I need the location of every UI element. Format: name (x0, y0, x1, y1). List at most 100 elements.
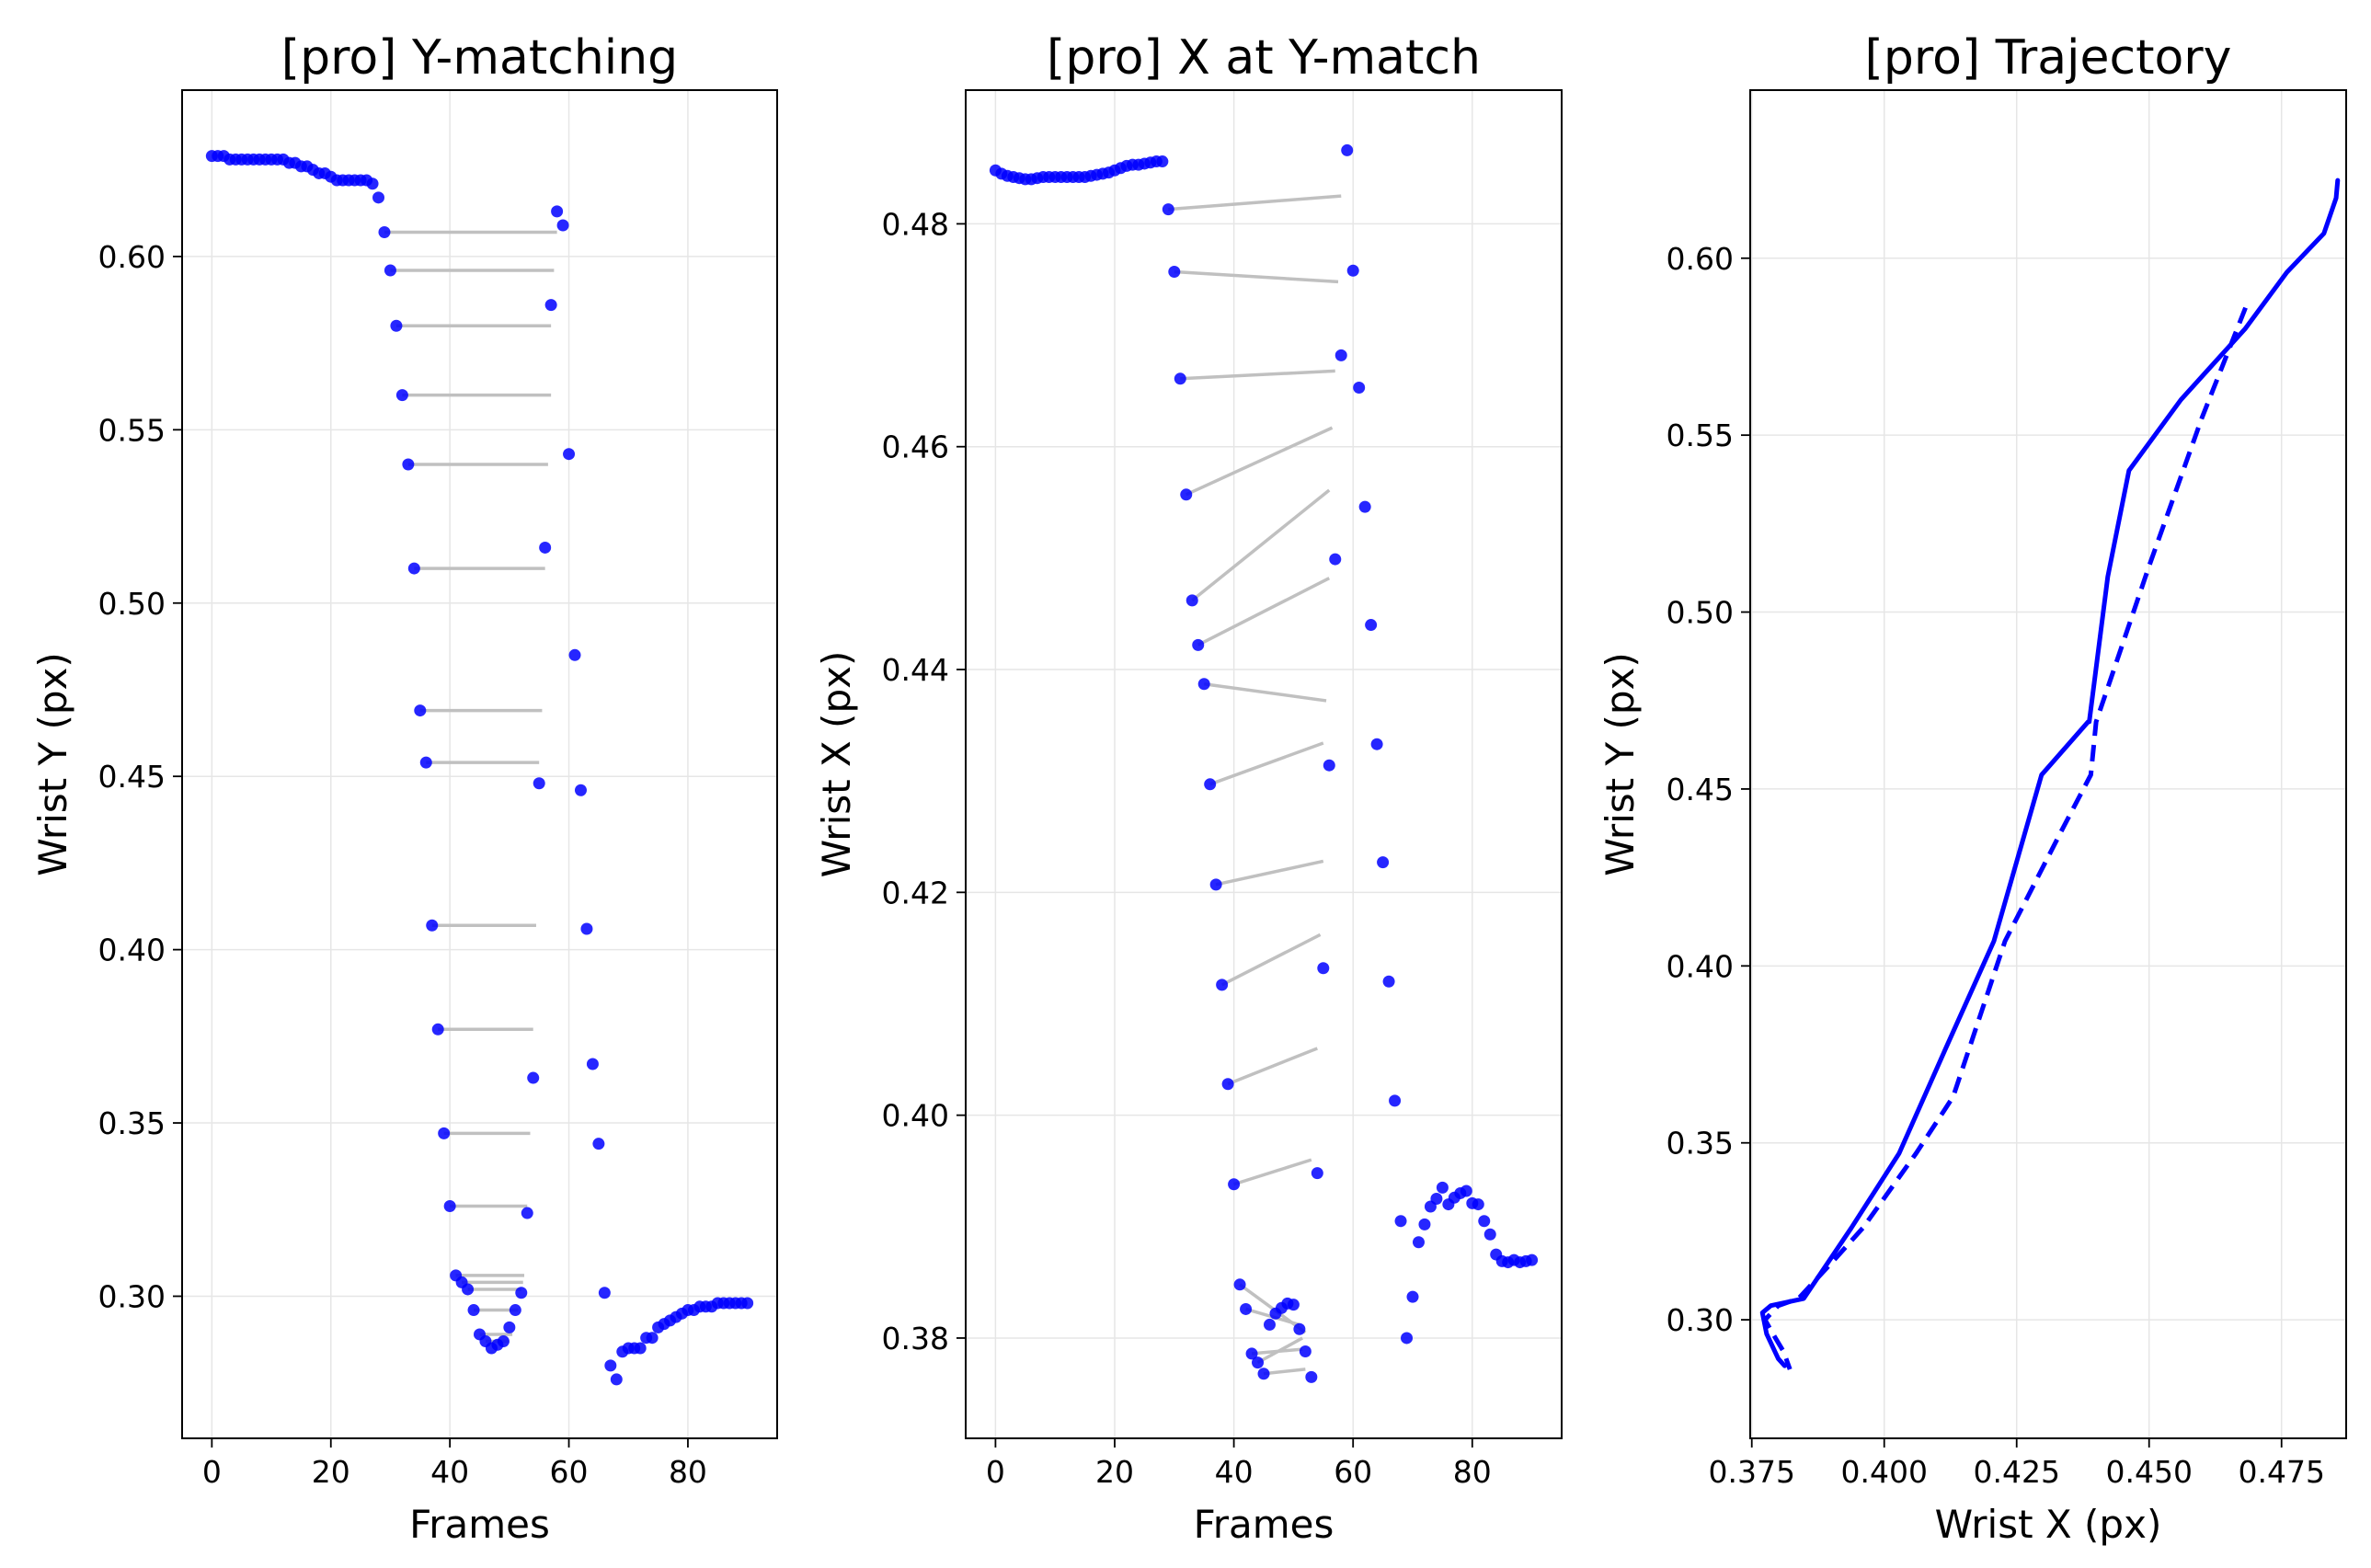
panel-title: [pro] Trajectory (1865, 30, 2232, 86)
data-point (539, 541, 552, 554)
x-tick-label: 0.425 (1973, 1454, 2059, 1490)
data-point (1156, 155, 1169, 168)
x-tick-label: 80 (1453, 1454, 1492, 1490)
data-point (1257, 1368, 1270, 1380)
data-point (515, 1287, 528, 1299)
x-tick-label: 0.400 (1840, 1454, 1927, 1490)
match-line (1220, 933, 1322, 987)
data-point (1370, 738, 1383, 750)
data-point (407, 562, 420, 575)
x-tick-label: 20 (1095, 1454, 1134, 1490)
data-point (462, 1283, 475, 1296)
match-line (1168, 194, 1342, 212)
data-point (1293, 1322, 1306, 1335)
data-point (544, 299, 557, 312)
match-line (1227, 1047, 1318, 1086)
x-axis-label: Wrist X (px) (1935, 1502, 2162, 1547)
data-point (438, 1127, 451, 1139)
y-tick-label: 0.55 (1667, 418, 1734, 453)
data-point (1240, 1302, 1253, 1315)
data-point (1204, 778, 1217, 791)
data-point (1209, 878, 1222, 891)
data-point (610, 1373, 623, 1386)
data-point (598, 1287, 611, 1299)
data-point (1162, 203, 1174, 216)
data-point (1299, 1345, 1311, 1357)
x-tick-label: 0.375 (1708, 1454, 1794, 1490)
data-point (580, 922, 593, 935)
match-line (1256, 1336, 1303, 1365)
match-line (1180, 369, 1335, 381)
data-point (1245, 1347, 1258, 1360)
y-tick-label: 0.46 (882, 429, 949, 465)
data-point (402, 458, 415, 471)
data-point (372, 191, 385, 204)
data-point (1401, 1332, 1414, 1345)
data-point (503, 1321, 516, 1333)
data-point (533, 777, 545, 790)
y-tick-label: 0.42 (882, 875, 949, 910)
data-point (366, 177, 379, 190)
data-point (1287, 1299, 1300, 1311)
data-point (1192, 638, 1205, 651)
data-point (1341, 143, 1354, 156)
data-point (509, 1304, 521, 1317)
x-tick-label: 80 (669, 1454, 707, 1490)
data-point (1174, 372, 1186, 385)
data-point (1460, 1185, 1472, 1197)
y-tick-label: 0.44 (882, 652, 949, 688)
data-point (390, 319, 403, 332)
x-tick-label: 0.475 (2238, 1454, 2324, 1490)
data-point (395, 389, 408, 402)
y-tick-label: 0.60 (98, 239, 166, 275)
data-point (384, 264, 396, 277)
y-tick-label: 0.55 (98, 412, 166, 448)
y-tick-label: 0.38 (882, 1321, 949, 1356)
data-point (1252, 1356, 1265, 1369)
data-point (497, 1334, 510, 1347)
x-tick-label: 60 (550, 1454, 589, 1490)
data-point (568, 648, 581, 661)
y-tick-label: 0.35 (1667, 1126, 1734, 1162)
data-point (551, 205, 564, 218)
trajectory-dashed-line (1762, 306, 2248, 1370)
y-axis-label: Wrist Y (px) (1598, 652, 1643, 876)
data-point (1526, 1253, 1539, 1266)
data-point (1334, 349, 1347, 361)
trajectory-solid-line (1759, 177, 2341, 1368)
panel-title: [pro] Y-matching (281, 30, 678, 86)
data-point (1472, 1198, 1484, 1211)
y-tick-label: 0.30 (98, 1278, 166, 1314)
data-point (574, 784, 587, 796)
match-line (1197, 577, 1331, 647)
data-point (1186, 594, 1198, 607)
x-tick-label: 20 (312, 1454, 350, 1490)
panel-trajectory: [pro] Trajectory Wrist X (px) Wrist Y (p… (1598, 30, 2347, 1547)
y-axis-label: Wrist Y (px) (30, 652, 75, 876)
y-tick-label: 0.50 (98, 586, 166, 622)
data-point (586, 1058, 599, 1070)
axes-frame (181, 89, 778, 1439)
y-tick-label: 0.40 (98, 933, 166, 968)
data-point (1382, 975, 1395, 988)
data-point (1305, 1370, 1318, 1383)
data-point (467, 1304, 480, 1317)
data-point (1365, 619, 1378, 632)
y-tick-label: 0.30 (1667, 1302, 1734, 1338)
axes-frame (1749, 89, 2347, 1439)
data-point (414, 704, 427, 717)
x-tick-label: 40 (430, 1454, 469, 1490)
y-tick-label: 0.45 (98, 759, 166, 795)
match-line (1186, 426, 1334, 497)
data-point (1263, 1318, 1276, 1331)
panel-title: [pro] X at Y-match (1047, 30, 1481, 86)
data-point (1216, 979, 1229, 991)
data-point (1377, 856, 1390, 869)
match-line (1203, 682, 1327, 703)
data-point (1358, 500, 1371, 513)
match-line (1174, 269, 1339, 284)
y-tick-label: 0.48 (882, 206, 949, 242)
y-tick-label: 0.40 (882, 1098, 949, 1134)
data-point (1346, 264, 1359, 277)
